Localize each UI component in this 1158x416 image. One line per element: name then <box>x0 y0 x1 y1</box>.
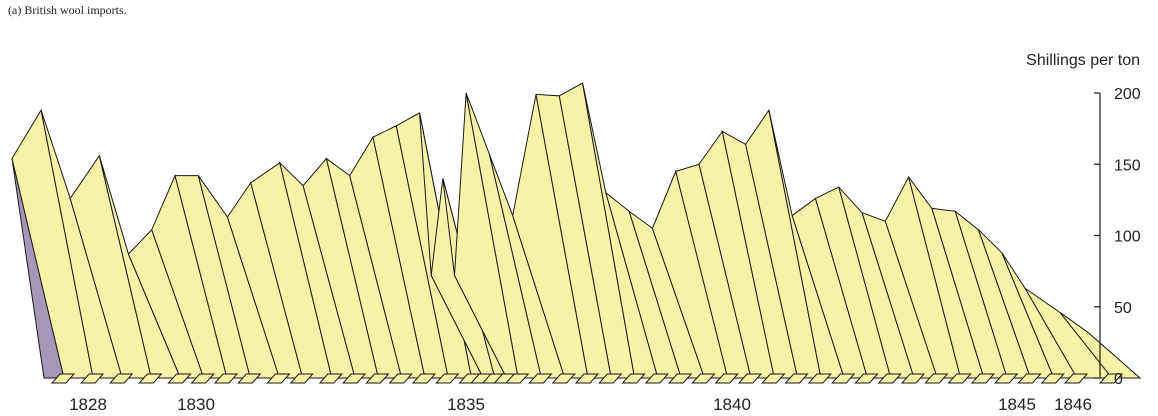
fold-base-40 <box>970 373 996 384</box>
fold-base-29 <box>714 373 739 384</box>
fold-base-20 <box>505 373 530 384</box>
y-tick-label-3: 150 <box>1114 157 1141 174</box>
fold-base-37 <box>900 373 926 384</box>
fold-base-32 <box>784 373 809 384</box>
fold-base-14 <box>411 373 437 384</box>
y-tick-label-1: 50 <box>1114 300 1132 317</box>
fold-base-10 <box>318 373 343 384</box>
fold-base-9 <box>289 373 314 384</box>
fold-base-2 <box>109 373 134 384</box>
fold-base-23 <box>574 373 600 384</box>
x-axis-ticks: 1828 1830 1835 1840 1845 1846 <box>69 395 1092 414</box>
fold-base-7 <box>237 373 262 384</box>
fold-base-12 <box>365 373 390 384</box>
fold-base-8 <box>266 373 291 384</box>
fold-base-45 <box>1098 373 1124 384</box>
fold-base-4 <box>167 373 192 384</box>
fold-base-11 <box>341 373 367 384</box>
fold-base-13 <box>388 373 413 384</box>
fold-base-44 <box>1063 373 1089 384</box>
y-tick-label-4: 200 <box>1114 86 1141 103</box>
fold-base-21 <box>528 373 553 384</box>
fold-base-27 <box>668 373 693 384</box>
y-axis: 0 50 100 150 200 <box>1094 86 1141 388</box>
x-tick-label-2: 1835 <box>447 395 485 414</box>
fold-base-25 <box>621 373 646 384</box>
fold-base-15 <box>435 373 460 384</box>
fold-base-3 <box>138 373 163 384</box>
fold-base-0 <box>50 373 76 384</box>
fold-base-35 <box>854 373 879 384</box>
fold-base-24 <box>598 373 623 384</box>
y-axis-unit-label: Shillings per ton <box>1026 52 1140 69</box>
x-tick-label-3: 1840 <box>713 395 751 414</box>
fold-base-38 <box>924 373 949 384</box>
fold-base-30 <box>737 373 763 384</box>
fold-base-43 <box>1040 373 1065 384</box>
y-tick-label-0: 0 <box>1114 371 1123 388</box>
fold-base-26 <box>644 373 669 384</box>
chart-caption: (a) British wool imports. <box>8 3 127 17</box>
x-tick-label-0: 1828 <box>69 395 107 414</box>
fold-base-41 <box>994 373 1019 384</box>
fold-base-33 <box>807 373 833 384</box>
fold-base-39 <box>947 373 972 384</box>
x-tick-label-5: 1846 <box>1054 395 1092 414</box>
x-tick-label-4: 1845 <box>998 395 1036 414</box>
front-fold-layer <box>11 82 1142 384</box>
y-tick-label-2: 100 <box>1114 229 1141 246</box>
fold-base-31 <box>761 373 786 384</box>
fold-base-6 <box>213 373 239 384</box>
x-tick-label-1: 1830 <box>177 395 215 414</box>
fold-base-36 <box>877 373 902 384</box>
fold-base-34 <box>831 373 856 384</box>
fold-base-22 <box>551 373 576 384</box>
fold-base-1 <box>79 373 105 384</box>
fold-base-28 <box>691 373 716 384</box>
fold-base-5 <box>190 373 215 384</box>
fold-base-42 <box>1017 373 1042 384</box>
